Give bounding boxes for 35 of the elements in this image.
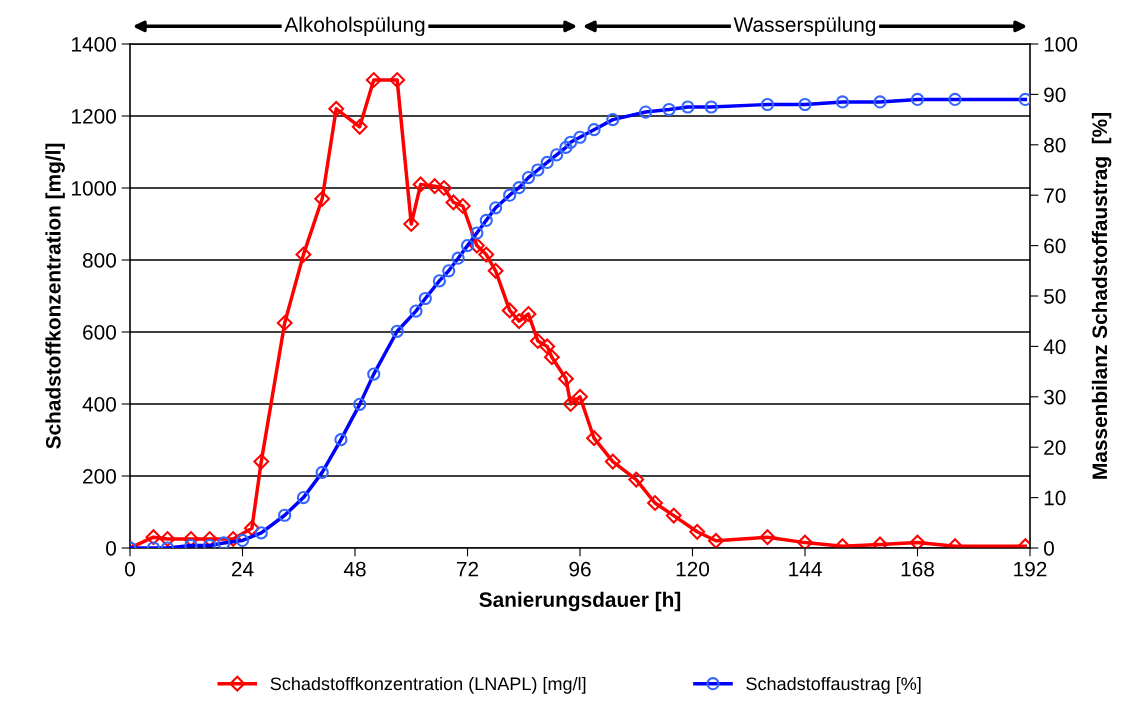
x-tick-label: 192: [1014, 561, 1047, 577]
y2-tick-label: 60: [1044, 238, 1066, 254]
y-axis-title: Schadstoffkonzentration [mg/l]: [45, 143, 65, 449]
y2-tick-label: 50: [1044, 289, 1066, 304]
x-tick-label: 24: [231, 561, 254, 577]
legend-label: Schadstoffkonzentration (LNAPL) [mg/l]: [270, 676, 586, 694]
y-tick-label: 1200: [72, 109, 116, 124]
y-tick-label: 1400: [72, 37, 116, 52]
y-tick-label: 800: [82, 253, 116, 268]
text: Wasserspülung: [733, 16, 876, 37]
x-tick-label: 72: [456, 561, 479, 577]
x-tick-label: 0: [125, 561, 135, 577]
x-tick-label: 96: [569, 561, 591, 577]
y2-tick-label: 30: [1043, 389, 1066, 405]
y2-tick-label: 0: [1044, 541, 1054, 556]
x-tick-label: 120: [676, 561, 710, 577]
y-tick-label: 0: [106, 541, 116, 556]
y-tick-label: 1000: [72, 181, 116, 196]
y-tick-label: 600: [83, 325, 116, 340]
y2-axis-title: Massenbilanz Schadstoffaustrag [%]: [1091, 113, 1112, 479]
y2-tick-label: 40: [1043, 339, 1066, 355]
y2-tick-label: 20: [1044, 440, 1066, 455]
x-tick-label: 144: [789, 561, 822, 577]
y2-tick-label: 100: [1044, 37, 1078, 52]
text: Alkoholspülung: [284, 16, 425, 37]
y-tick-label: 400: [82, 397, 116, 412]
legend-label: Schadstoffaustrag [%]: [746, 676, 921, 694]
y2-tick-label: 10: [1044, 490, 1066, 506]
y-tick-label: 200: [83, 469, 116, 484]
y2-tick-label: 80: [1044, 137, 1066, 153]
x-axis-title: Sanierungsdauer [h]: [479, 591, 681, 612]
y2-tick-label: 70: [1044, 188, 1066, 203]
x-tick-label: 168: [901, 561, 934, 577]
y2-tick-label: 90: [1044, 87, 1066, 103]
x-tick-label: 48: [343, 561, 366, 577]
